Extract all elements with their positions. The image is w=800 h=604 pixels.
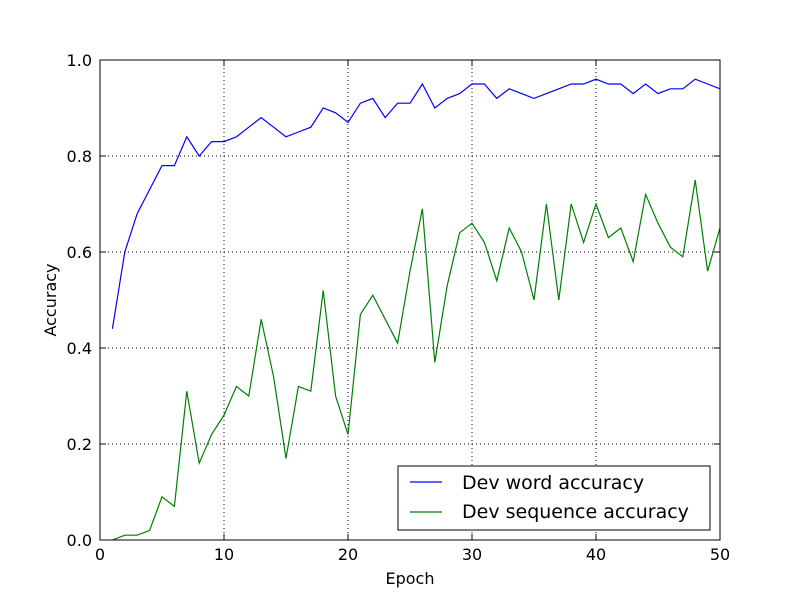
x-tick-label: 40 xyxy=(586,545,606,564)
series-line-sequence-accuracy xyxy=(112,179,721,541)
y-tick-label: 0.4 xyxy=(67,339,92,358)
legend-label-sequence-accuracy: Dev sequence accuracy xyxy=(462,501,689,523)
series-line-word-accuracy xyxy=(111,78,721,329)
ticks-layer: 0 10 20 30 40 50 0.0 0.2 0.4 0.6 0.8 1.0 xyxy=(67,51,731,564)
y-tick-label: 0.2 xyxy=(67,435,92,454)
y-axis-label: Accuracy xyxy=(41,263,60,336)
grid-layer xyxy=(100,60,720,540)
legend-box xyxy=(397,465,711,531)
series-layer xyxy=(111,78,721,541)
plot-frame xyxy=(99,59,721,541)
x-tick-label: 30 xyxy=(462,545,482,564)
y-tick-label: 0.0 xyxy=(67,531,92,550)
legend-label-word-accuracy: Dev word accuracy xyxy=(462,472,644,494)
y-tick-label: 1.0 xyxy=(67,51,92,70)
x-tick-label: 20 xyxy=(338,545,358,564)
y-tick-label: 0.8 xyxy=(67,147,92,166)
legend: Dev word accuracy Dev sequence accuracy xyxy=(397,465,711,531)
x-tick-label: 0 xyxy=(95,545,105,564)
x-tick-label: 10 xyxy=(214,545,234,564)
y-tick-label: 0.6 xyxy=(67,243,92,262)
x-axis-label: Epoch xyxy=(386,569,435,588)
x-tick-label: 50 xyxy=(710,545,730,564)
